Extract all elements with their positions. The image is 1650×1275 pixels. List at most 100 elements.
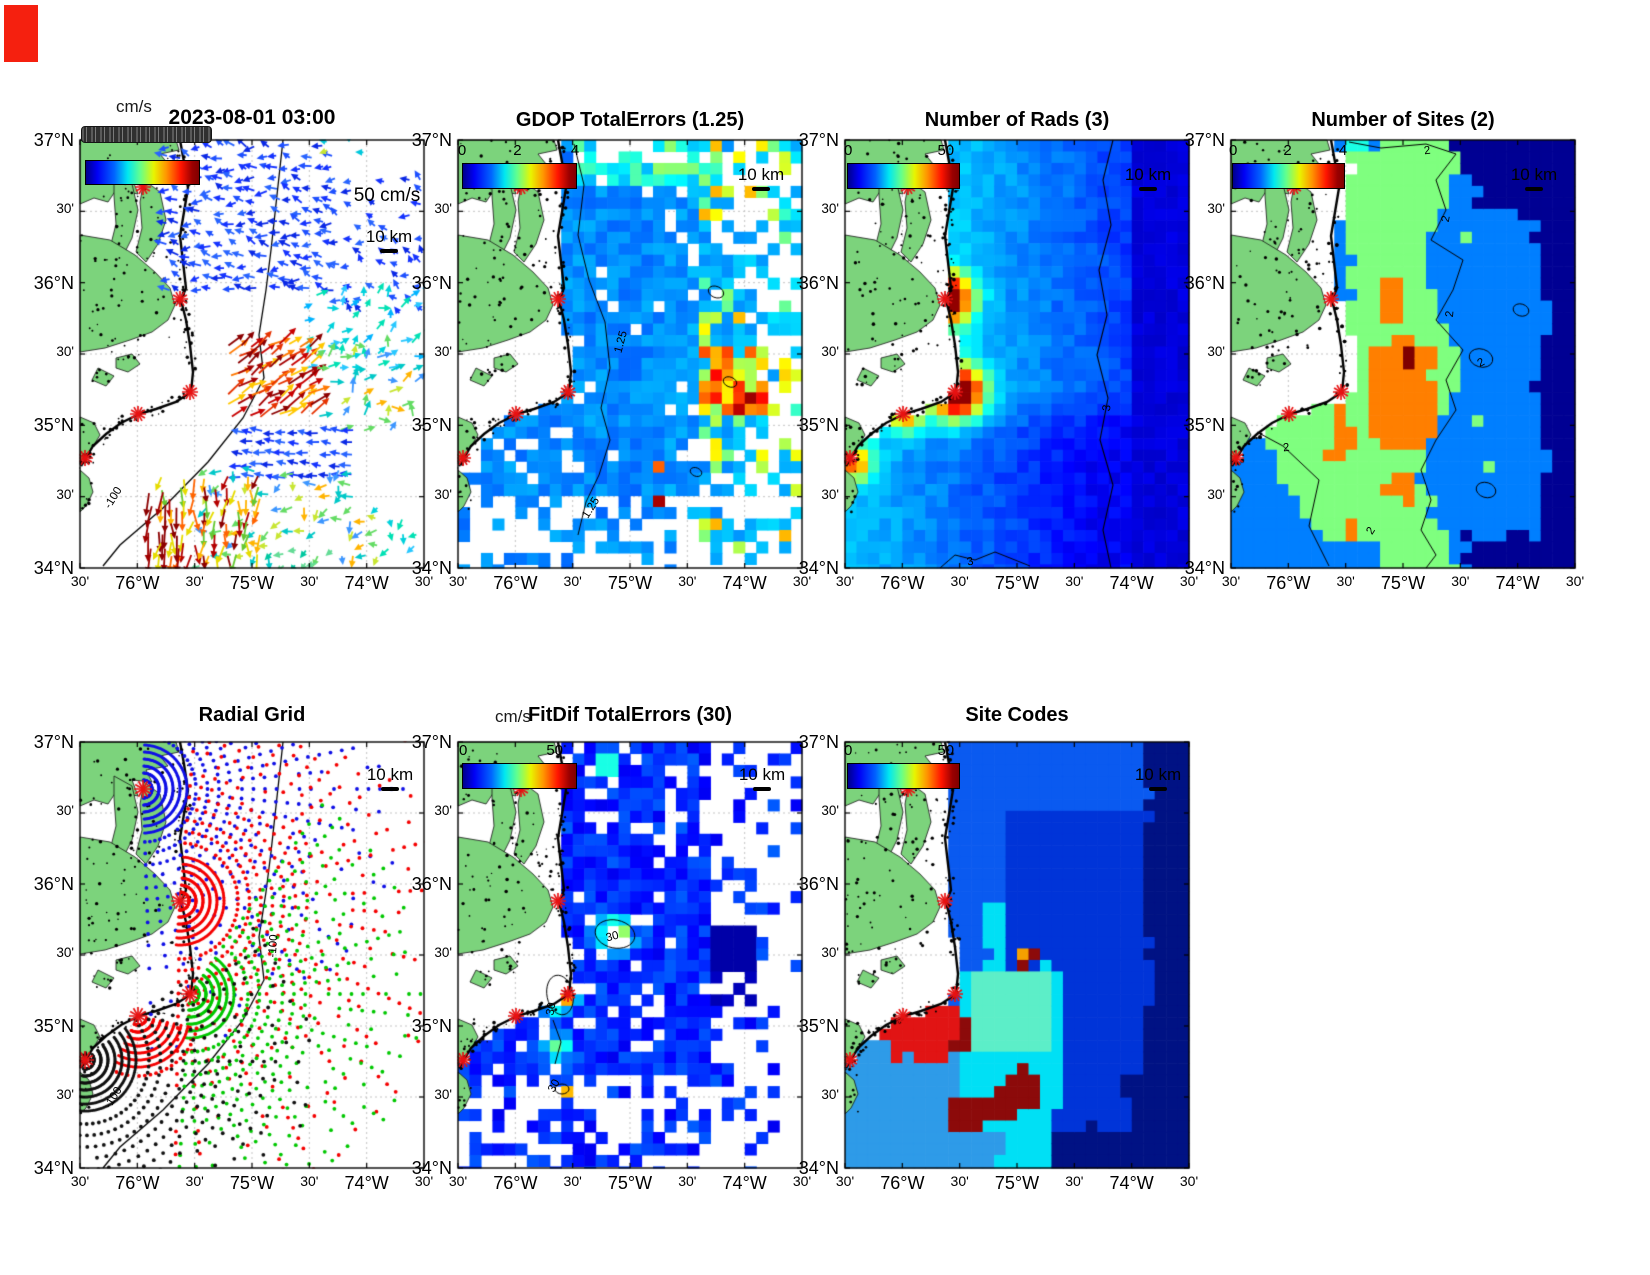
distance-scale-label: 10 km [738,765,786,784]
colorbar-tick-label: 50 [937,742,955,759]
y-tick-label: 34°N [411,1158,452,1178]
y-tick-label: 30' [821,486,839,502]
y-tick-label: 36°N [798,874,839,894]
x-tick-label: 75°W [1380,573,1426,593]
colorbar-fitdif-total-errors [462,763,577,789]
panel-title-surface-currents: 2023-08-01 03:00 [168,106,336,129]
y-tick-label: 30' [434,945,452,960]
overlapping-site-codes-legend [81,126,212,143]
x-tick-label: 75°W [229,573,275,593]
distance-scale-label: 10 km [366,765,414,784]
y-tick-label: 34°N [1184,558,1225,578]
contour-label: 30 [544,1001,559,1017]
y-tick-label: 30' [1207,486,1225,502]
x-tick-label: 30' [185,1173,204,1189]
colorbar-site-codes [847,763,960,789]
x-tick-label: 30' [185,573,204,589]
x-tick-label: 30' [678,573,697,589]
panel-title-number-of-rads: Number of Rads (3) [924,109,1110,131]
x-tick-label: 30' [448,573,468,589]
y-tick-label: 30' [434,344,452,359]
colorbar-tick-label: 4 [1338,142,1348,159]
y-tick-label: 34°N [33,1158,74,1178]
y-tick-label: 36°N [798,272,839,293]
x-tick-label: 30' [950,1173,969,1189]
y-tick-label: 30' [56,803,74,818]
contour-label: 2 [1443,310,1457,318]
x-tick-label: 74°W [344,1173,389,1193]
panel-title-site-codes: Site Codes [965,704,1069,726]
x-tick-label: 30' [1179,1173,1199,1189]
distance-scale-bar [1149,787,1167,791]
y-tick-label: 30' [56,201,74,217]
contour-label: -100 [266,934,281,958]
y-tick-label: 37°N [798,130,839,150]
y-tick-label: 34°N [798,1158,839,1178]
y-tick-label: 35°N [33,1016,74,1036]
y-tick-label: 37°N [33,130,74,150]
x-tick-label: 76°W [880,1173,925,1193]
y-tick-label: 37°N [33,732,74,752]
y-tick-label: 30' [821,1087,839,1102]
y-tick-label: 34°N [411,558,452,578]
y-tick-label: 37°N [411,732,452,752]
x-tick-label: 76°W [880,573,925,593]
panel-title-radial-grid: Radial Grid [198,704,306,726]
colorbar-tick-label: 0 [843,742,853,759]
colorbar-number-of-sites [1232,163,1345,189]
colorbar-tick-label: 0 [457,142,467,159]
y-tick-label: 30' [434,201,452,217]
x-tick-label: 30' [1451,573,1470,589]
colorbar-tick-label: 2 [1283,142,1292,159]
x-tick-label: 30' [563,1173,582,1189]
distance-scale-label: 10 km [365,227,413,246]
y-tick-label: 30' [56,945,74,960]
y-tick-label: 36°N [1184,272,1225,293]
y-tick-label: 30' [821,945,839,960]
y-tick-label: 36°N [411,874,452,894]
x-tick-label: 74°W [344,573,389,593]
x-tick-label: 75°W [607,1173,653,1193]
x-tick-label: 76°W [493,573,538,593]
contour-label: 2 [1282,441,1291,455]
x-tick-label: 75°W [607,573,653,593]
y-tick-label: 35°N [411,1016,452,1036]
colorbar-tick-label: 0 [458,742,468,759]
distance-scale-label: 10 km [1134,765,1182,784]
vector-scale-label: 50 cm/s [353,185,421,206]
x-tick-label: 30' [1065,1173,1084,1189]
y-tick-label: 30' [434,486,452,502]
y-tick-label: 30' [821,803,839,818]
colorbar-tick-label: 0 [1228,142,1238,159]
x-tick-label: 30' [1065,573,1084,589]
y-tick-label: 34°N [33,558,74,578]
y-tick-label: 36°N [33,874,74,894]
distance-scale-bar [381,787,399,791]
y-tick-label: 35°N [798,1016,839,1036]
y-tick-label: 30' [56,344,74,359]
x-tick-label: 30' [678,1173,697,1189]
colorbar-number-of-rads [847,163,960,189]
y-tick-label: 37°N [411,130,452,150]
x-tick-label: 30' [414,1173,434,1189]
x-tick-label: 74°W [1109,573,1154,593]
x-tick-label: 76°W [493,1173,538,1193]
x-tick-label: 30' [792,1173,812,1189]
distance-scale-bar [752,187,770,191]
colorbar-tick-label: 4 [570,142,580,159]
y-tick-label: 35°N [33,415,74,436]
x-tick-label: 30' [950,573,969,589]
x-tick-label: 30' [835,573,855,589]
distance-scale-bar [753,787,771,791]
x-tick-label: 74°W [1109,1173,1154,1193]
colorbar-units-label: cm/s [495,707,531,726]
y-tick-label: 30' [434,803,452,818]
y-tick-label: 30' [1207,344,1225,359]
colorbar-tick-label: 50 [546,742,563,759]
y-tick-label: 30' [1207,201,1225,217]
y-tick-label: 30' [434,1087,452,1102]
panel-title-fitdif-total-errors: FitDif TotalErrors (30) [527,704,733,726]
distance-scale-bar [380,249,398,253]
x-tick-label: 30' [448,1173,468,1189]
